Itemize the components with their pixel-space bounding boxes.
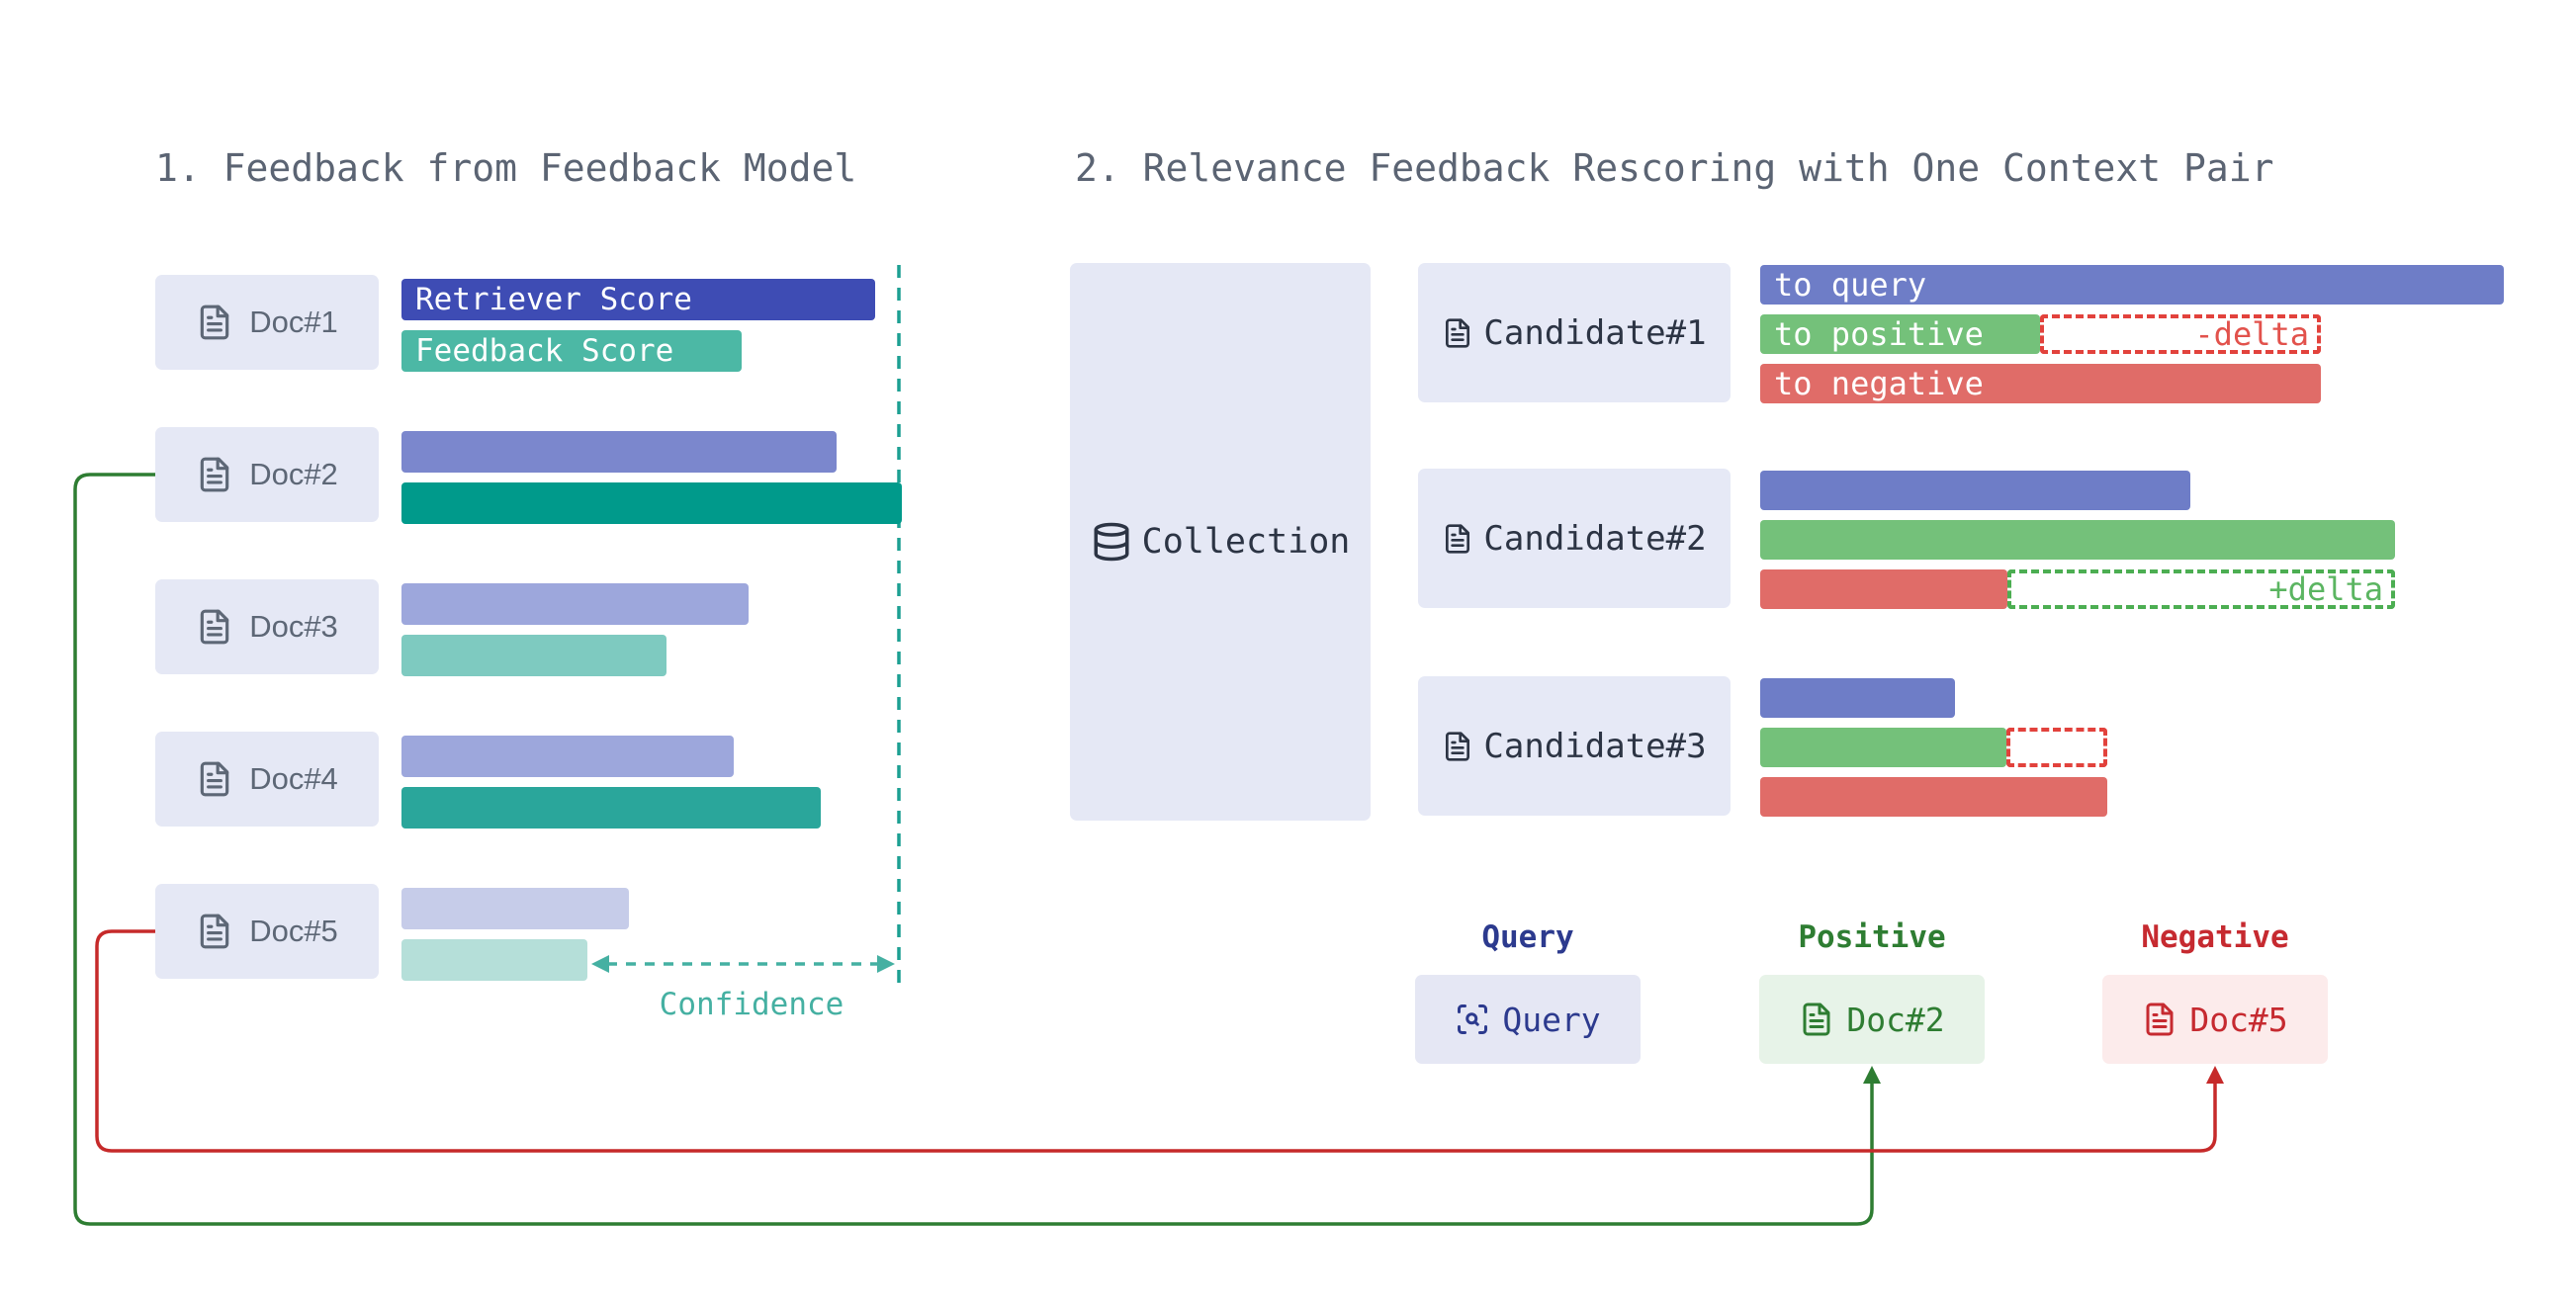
candidate2-delta-box: +delta [2007, 569, 2395, 609]
doc2-score-bars [401, 431, 902, 534]
document-icon [200, 457, 229, 492]
positive-doc-label: Doc#2 [1846, 1000, 1945, 1039]
document-icon [1446, 731, 1470, 761]
doc4-retriever-score-bar [401, 736, 734, 777]
negative-loop-arrowhead-icon [2206, 1066, 2224, 1084]
query-label: Query [1502, 1000, 1601, 1039]
delta-label: +delta [2268, 570, 2383, 608]
candidate1-similarity-bars: to query to positive to negative -delta [1760, 265, 2576, 413]
document-icon [200, 761, 229, 797]
candidate3-to-query-bar [1760, 678, 1955, 718]
doc-label: Doc#3 [249, 609, 338, 644]
candidate1-to-negative-bar: to negative [1760, 364, 2321, 403]
candidate3-delta-box [2006, 728, 2107, 767]
candidate3-to-positive-bar [1760, 728, 2006, 767]
candidate2-to-positive-bar [1760, 520, 2395, 560]
confidence-label: Confidence [659, 987, 844, 1022]
candidate-label: Candidate#1 [1483, 312, 1707, 353]
negative-doc-card: Doc#5 [2102, 975, 2328, 1064]
query-heading: Query [1481, 919, 1574, 955]
doc3-feedback-score-bar [401, 635, 666, 676]
document-icon [200, 305, 229, 340]
document-icon [1803, 1003, 1830, 1036]
candidate1-to-positive-bar: to positive [1760, 314, 2040, 354]
candidate3-similarity-bars [1760, 678, 2576, 827]
document-icon [1446, 317, 1470, 348]
negative-doc-label: Doc#5 [2189, 1000, 2288, 1039]
document-icon [2146, 1003, 2174, 1036]
candidate3-card: Candidate#3 [1418, 676, 1731, 816]
doc3-retriever-score-bar [401, 583, 749, 625]
query-card: Query [1415, 975, 1641, 1064]
candidate2-to-query-bar [1760, 471, 2190, 510]
collection-label: Collection [1141, 522, 1351, 562]
candidate1-delta-box: -delta [2040, 314, 2321, 354]
doc5-feedback-score-bar [401, 939, 587, 981]
doc3-score-bars [401, 583, 749, 686]
doc2-feedback-score-bar [401, 482, 902, 524]
doc-card-doc4: Doc#4 [155, 732, 379, 827]
negative-heading: Negative [2141, 919, 2289, 955]
doc-label: Doc#5 [249, 914, 338, 948]
positive-loop-arrowhead-icon [1863, 1066, 1881, 1084]
document-icon [1446, 523, 1470, 554]
doc-label: Doc#1 [249, 305, 338, 339]
delta-label: -delta [2194, 315, 2309, 353]
candidate2-similarity-bars: +delta [1760, 471, 2576, 619]
doc-label: Doc#4 [249, 761, 338, 796]
confidence-arrowhead-right-icon [877, 955, 895, 973]
collection-card: Collection [1070, 263, 1371, 821]
doc-card-doc1: Doc#1 [155, 275, 379, 370]
candidate2-to-negative-bar [1760, 569, 2007, 609]
doc5-retriever-score-bar [401, 888, 629, 929]
doc2-retriever-score-bar [401, 431, 837, 473]
doc1-retriever-score-bar: Retriever Score [401, 279, 875, 320]
doc-card-doc2: Doc#2 [155, 427, 379, 522]
candidate1-card: Candidate#1 [1418, 263, 1731, 402]
section-title-rescoring: 2. Relevance Feedback Rescoring with One… [1075, 146, 2274, 190]
doc1-feedback-score-bar: Feedback Score [401, 330, 742, 372]
doc-card-doc3: Doc#3 [155, 579, 379, 674]
section-title-feedback: 1. Feedback from Feedback Model [155, 146, 857, 190]
scan-search-icon [1458, 1004, 1488, 1034]
doc-label: Doc#2 [249, 457, 338, 491]
doc4-feedback-score-bar [401, 787, 821, 829]
candidate3-to-negative-bar [1760, 777, 2107, 817]
candidate-label: Candidate#2 [1483, 518, 1707, 559]
doc-card-doc5: Doc#5 [155, 884, 379, 979]
document-icon [200, 914, 229, 949]
doc4-score-bars [401, 736, 821, 838]
candidate1-to-query-bar: to query [1760, 265, 2504, 305]
candidate2-card: Candidate#2 [1418, 469, 1731, 608]
doc5-score-bars [401, 888, 629, 991]
database-icon [1094, 522, 1129, 562]
doc1-score-bars: Retriever Score Feedback Score [401, 279, 875, 382]
candidate-label: Candidate#3 [1483, 726, 1707, 766]
document-icon [200, 609, 229, 645]
positive-heading: Positive [1798, 919, 1946, 955]
positive-doc-card: Doc#2 [1759, 975, 1985, 1064]
